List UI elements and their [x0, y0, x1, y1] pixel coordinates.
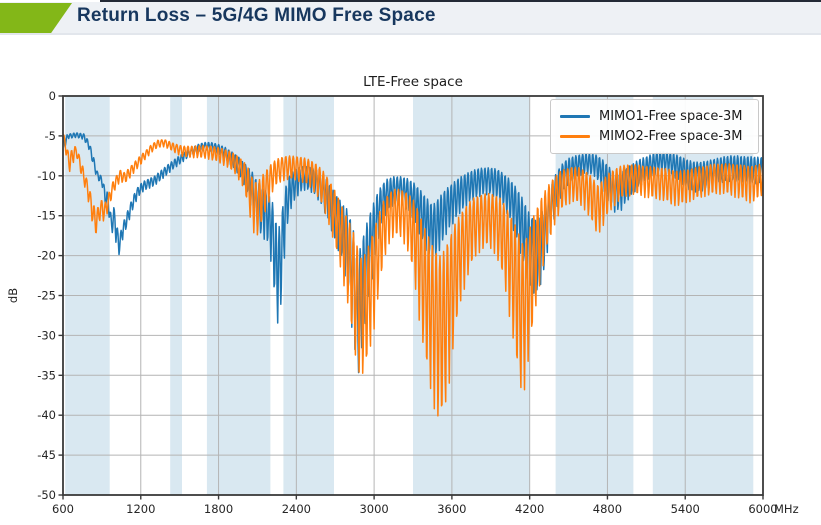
- y-tick-label: -5: [45, 129, 56, 143]
- y-tick-label: -25: [37, 289, 56, 303]
- legend-item-mimo1: MIMO1-Free space-3M: [560, 109, 749, 124]
- top-border-line: [100, 0, 821, 2]
- return-loss-chart: 600 1200 1800 2400 3000 3600 4200 4800 5400 6000 M…: [0, 60, 821, 525]
- chart-legend: MIMO1-Free space-3M MIMO2-Free space-3M: [550, 99, 759, 154]
- slide-header: [0, 2, 821, 35]
- x-tick-label: 4800: [593, 502, 622, 516]
- x-tick-label: 4200: [515, 502, 544, 516]
- x-tick-label: 600: [52, 502, 74, 516]
- y-tick-label: -30: [37, 328, 56, 342]
- slide-title: Return Loss – 5G/4G MIMO Free Space: [77, 5, 436, 26]
- chart-svg: 600 1200 1800 2400 3000 3600 4200 4800 5400 6000M…: [6, 89, 799, 516]
- legend-item-mimo2: MIMO2-Free space-3M: [560, 129, 749, 144]
- y-tick-label: -15: [37, 209, 56, 223]
- y-tick-label: -35: [37, 368, 56, 382]
- x-axis-unit-label: MHz: [774, 502, 799, 516]
- y-axis-label: dB: [6, 288, 20, 303]
- y-tick-label: -50: [37, 488, 56, 502]
- x-tick-label: 2400: [282, 502, 311, 516]
- series-line-1: [63, 133, 763, 417]
- x-tick-label: 1800: [204, 502, 233, 516]
- x-tick-label: 3600: [437, 502, 466, 516]
- x-tick-label: 6000: [748, 502, 777, 516]
- legend-label-mimo2: MIMO2-Free space-3M: [599, 129, 743, 145]
- legend-line-swatch-mimo1: [560, 114, 590, 118]
- y-tick-label: -20: [37, 249, 56, 263]
- x-tick-label: 1200: [126, 502, 155, 516]
- y-tick-label: 0: [49, 89, 56, 103]
- chart-title: LTE-Free space: [363, 74, 463, 90]
- x-tick-label: 3000: [359, 502, 388, 516]
- y-tick-label: -10: [37, 169, 56, 183]
- legend-label-mimo1: MIMO1-Free space-3M: [599, 108, 743, 124]
- y-tick-label: -40: [37, 408, 56, 422]
- x-tick-label: 5400: [671, 502, 700, 516]
- y-tick-label: -45: [37, 448, 56, 462]
- legend-line-swatch-mimo2: [560, 135, 590, 139]
